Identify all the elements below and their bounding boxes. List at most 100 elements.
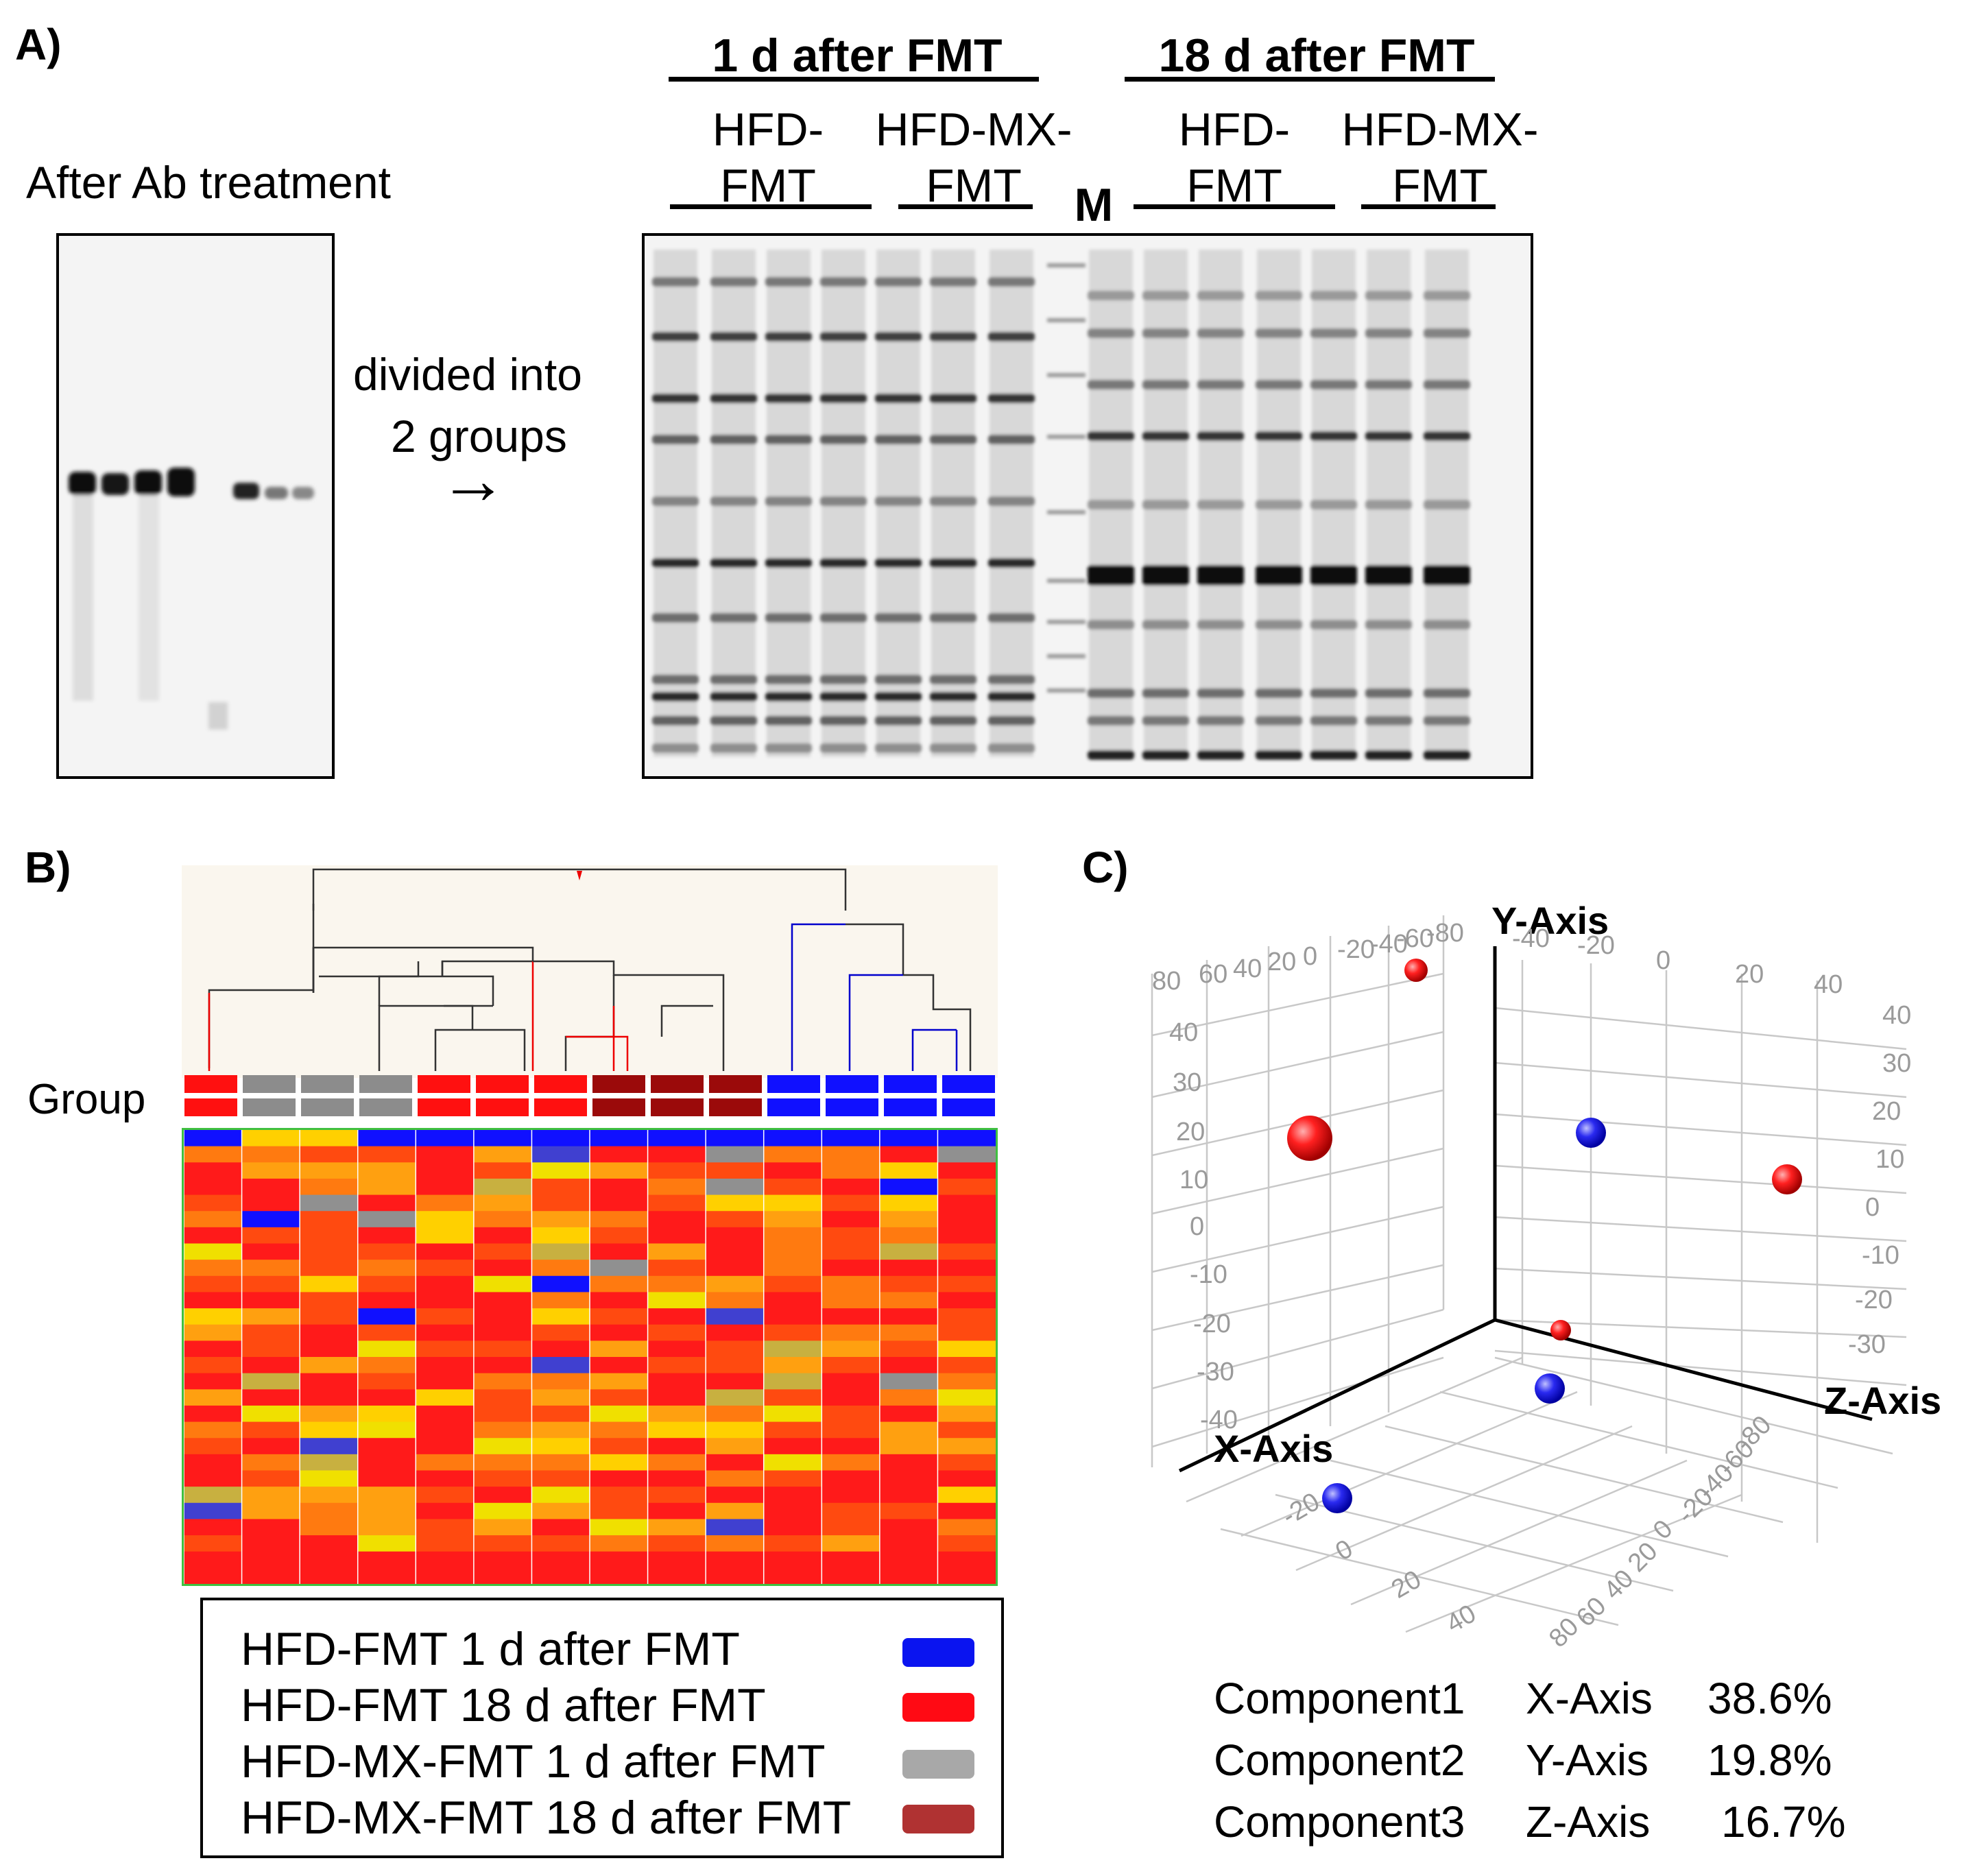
gel-band <box>1142 291 1189 300</box>
heatmap-cell <box>706 1502 765 1519</box>
gel-band <box>988 558 1035 568</box>
gel-band <box>820 435 867 444</box>
right-gel-image <box>642 233 1533 779</box>
pca-point-red-1 <box>1404 959 1428 982</box>
gel-band <box>1365 565 1412 586</box>
heatmap-cell <box>590 1357 649 1374</box>
gel-band <box>710 558 757 568</box>
component-3-pct: 16.7% <box>1721 1797 1846 1847</box>
heatmap-cell <box>822 1162 880 1179</box>
heatmap-cell <box>590 1211 649 1228</box>
heatmap-cell <box>647 1340 706 1358</box>
group-strip-cell <box>592 1075 645 1093</box>
gel-band <box>652 332 699 341</box>
heatmap-cell <box>241 1146 300 1163</box>
heatmap-cell <box>473 1324 532 1341</box>
heatmap-cell <box>184 1292 243 1309</box>
heatmap-cell <box>357 1227 416 1244</box>
gel-band <box>875 332 922 341</box>
heatmap-cell <box>241 1438 300 1455</box>
z-axis-title: Z-Axis <box>1824 1379 1942 1422</box>
legend-label-2: HFD-FMT 18 d after FMT <box>241 1679 766 1731</box>
heatmap-cell <box>184 1519 243 1536</box>
gel-band <box>1142 565 1189 586</box>
heatmap-cell <box>473 1389 532 1406</box>
gel-band <box>652 558 699 568</box>
heatmap-cell <box>937 1567 996 1584</box>
heatmap-cell <box>647 1535 706 1552</box>
heatmap-cell <box>300 1194 359 1212</box>
heatmap-cell <box>300 1470 359 1487</box>
gel-band <box>1310 620 1357 629</box>
gel-band <box>710 692 757 701</box>
heatmap-cell <box>357 1324 416 1341</box>
group-strip-cell <box>359 1098 412 1116</box>
heatmap-cell <box>822 1227 880 1244</box>
heatmap-cell <box>763 1405 822 1423</box>
heatmap-cell <box>473 1162 532 1179</box>
heatmap-cell <box>184 1275 243 1292</box>
gel-band <box>1310 750 1357 760</box>
heatmap-cell <box>184 1389 243 1406</box>
component-2-axis: Y-Axis <box>1526 1735 1649 1785</box>
heatmap-cell <box>241 1373 300 1390</box>
gel-band <box>1197 716 1244 725</box>
heatmap-cell <box>531 1292 590 1309</box>
heatmap-cell <box>531 1211 590 1228</box>
legend-swatch-1 <box>902 1638 974 1667</box>
gel-band <box>1197 380 1244 389</box>
heatmap-cell <box>763 1194 822 1212</box>
gel-band <box>652 394 699 403</box>
heatmap-cell <box>822 1502 880 1519</box>
heatmap-cell <box>937 1405 996 1423</box>
gel-band <box>1365 620 1412 629</box>
gel-band <box>1365 750 1412 760</box>
heatmap-cell <box>937 1373 996 1390</box>
heatmap-cell <box>647 1227 706 1244</box>
heatmap-cell <box>647 1421 706 1439</box>
heatmap-cell <box>763 1487 822 1504</box>
heatmap-cell <box>879 1535 938 1552</box>
heatmap-cell <box>241 1405 300 1423</box>
heatmap-cell <box>706 1389 765 1406</box>
gel-band <box>930 332 976 341</box>
heatmap-cell <box>937 1454 996 1471</box>
gel-band <box>765 394 812 403</box>
tick-right-m20: -20 <box>1855 1286 1893 1314</box>
gel-marker-band <box>1047 373 1086 377</box>
gel-marker-band <box>1047 318 1086 322</box>
heatmap-cell <box>822 1340 880 1358</box>
group-strip-cell <box>243 1075 296 1093</box>
heatmap-cell <box>590 1535 649 1552</box>
heatmap-cell <box>473 1421 532 1439</box>
gel-band <box>1424 431 1470 441</box>
heatmap-cell <box>241 1487 300 1504</box>
gel-band <box>1197 565 1244 586</box>
heatmap-cell <box>531 1275 590 1292</box>
heatmap-cell <box>590 1162 649 1179</box>
heatmap-cell <box>241 1227 300 1244</box>
heatmap-cell <box>822 1551 880 1568</box>
heatmap-cell <box>763 1260 822 1277</box>
group-strip-cell <box>418 1075 470 1093</box>
heatmap-cell <box>241 1519 300 1536</box>
heatmap-cell <box>937 1551 996 1568</box>
tick-lv-m20: -20 <box>1193 1310 1231 1338</box>
group-strip-cell <box>243 1098 296 1116</box>
tick-right-20: 20 <box>1872 1097 1902 1126</box>
heatmap-cell <box>590 1405 649 1423</box>
heatmap-cell <box>241 1502 300 1519</box>
gel-band <box>1310 500 1357 509</box>
heatmap-cell <box>416 1162 475 1179</box>
panel-c-label: C) <box>1082 843 1129 892</box>
heatmap-cell <box>357 1567 416 1584</box>
gel-band <box>1424 620 1470 629</box>
gel-band <box>1142 688 1189 698</box>
heatmap-cell <box>763 1227 822 1244</box>
group-strip-cell <box>184 1075 237 1093</box>
group-strip-cell <box>826 1075 878 1093</box>
heatmap-cell <box>241 1535 300 1552</box>
gel-band <box>988 394 1035 403</box>
gel-band <box>1310 431 1357 441</box>
heatmap-cell <box>879 1324 938 1341</box>
